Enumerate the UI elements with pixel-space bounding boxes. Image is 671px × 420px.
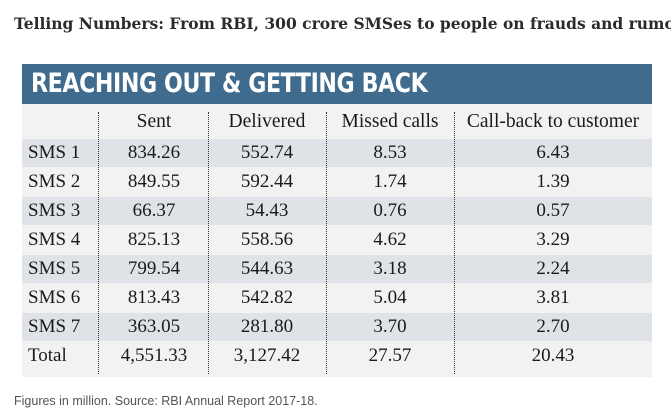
cell-call-back: 3.29 xyxy=(536,229,570,250)
table-header-row: Sent Delivered Missed calls Call-back to… xyxy=(22,106,652,138)
cell-missed-calls: 27.57 xyxy=(368,345,412,366)
table-row-sms-6: SMS 6 813.43 542.82 5.04 3.81 xyxy=(22,284,652,312)
cell-delivered: 558.56 xyxy=(240,229,294,250)
cell-sent: 834.26 xyxy=(127,142,181,163)
cell-missed-calls: 3.70 xyxy=(373,316,407,337)
cell-sent: 363.05 xyxy=(127,316,181,337)
cell-sent: 4,551.33 xyxy=(120,345,188,366)
column-divider xyxy=(98,112,99,374)
cell-sent: 66.37 xyxy=(132,200,176,221)
table-title: REACHING OUT & GETTING BACK xyxy=(31,68,428,99)
column-divider xyxy=(326,112,327,374)
column-divider xyxy=(208,112,209,374)
row-label: Total xyxy=(28,345,67,366)
row-label: SMS 3 xyxy=(28,200,81,221)
headline: Telling Numbers: From RBI, 300 crore SMS… xyxy=(14,14,671,33)
data-table-card: REACHING OUT & GETTING BACK Sent Deliver… xyxy=(22,64,652,377)
cell-sent: 813.43 xyxy=(127,287,181,308)
cell-missed-calls: 5.04 xyxy=(373,287,407,308)
column-divider xyxy=(454,112,455,374)
table-row-sms-5: SMS 5 799.54 544.63 3.18 2.24 xyxy=(22,255,652,283)
cell-missed-calls: 4.62 xyxy=(373,229,407,250)
cell-call-back: 0.57 xyxy=(536,200,570,221)
cell-delivered: 552.74 xyxy=(240,142,294,163)
row-label: SMS 1 xyxy=(28,142,81,163)
column-header-sent: Sent xyxy=(136,111,172,132)
table-row-sms-1: SMS 1 834.26 552.74 8.53 6.43 xyxy=(22,139,652,167)
cell-delivered: 544.63 xyxy=(240,258,294,279)
table-row-sms-7: SMS 7 363.05 281.80 3.70 2.70 xyxy=(22,313,652,341)
cell-call-back: 2.70 xyxy=(536,316,570,337)
table-row-total: Total 4,551.33 3,127.42 27.57 20.43 xyxy=(22,342,652,370)
cell-missed-calls: 8.53 xyxy=(373,142,407,163)
cell-call-back: 1.39 xyxy=(536,171,570,192)
source-footnote: Figures in million. Source: RBI Annual R… xyxy=(14,394,318,408)
cell-delivered: 3,127.42 xyxy=(233,345,301,366)
cell-sent: 799.54 xyxy=(127,258,181,279)
column-header-call-back: Call-back to customer xyxy=(466,111,640,132)
cell-call-back: 3.81 xyxy=(536,287,570,308)
cell-missed-calls: 0.76 xyxy=(373,200,407,221)
table-title-banner: REACHING OUT & GETTING BACK xyxy=(22,64,652,104)
cell-missed-calls: 3.18 xyxy=(373,258,407,279)
column-header-missed-calls: Missed calls xyxy=(341,111,439,132)
row-label: SMS 6 xyxy=(28,287,81,308)
row-label: SMS 7 xyxy=(28,316,81,337)
cell-delivered: 542.82 xyxy=(240,287,294,308)
row-label: SMS 2 xyxy=(28,171,81,192)
cell-delivered: 281.80 xyxy=(240,316,294,337)
cell-call-back: 2.24 xyxy=(536,258,570,279)
row-label: SMS 5 xyxy=(28,258,81,279)
table-row-sms-4: SMS 4 825.13 558.56 4.62 3.29 xyxy=(22,226,652,254)
column-header-delivered: Delivered xyxy=(228,111,306,132)
cell-missed-calls: 1.74 xyxy=(373,171,407,192)
table-row-sms-3: SMS 3 66.37 54.43 0.76 0.57 xyxy=(22,197,652,225)
cell-sent: 849.55 xyxy=(127,171,181,192)
cell-call-back: 20.43 xyxy=(531,345,575,366)
table-row-sms-2: SMS 2 849.55 592.44 1.74 1.39 xyxy=(22,168,652,196)
column-header-label xyxy=(28,106,98,138)
row-label: SMS 4 xyxy=(28,229,81,250)
cell-call-back: 6.43 xyxy=(536,142,570,163)
cell-delivered: 54.43 xyxy=(245,200,289,221)
cell-sent: 825.13 xyxy=(127,229,181,250)
data-table: Sent Delivered Missed calls Call-back to… xyxy=(22,104,652,377)
cell-delivered: 592.44 xyxy=(240,171,294,192)
